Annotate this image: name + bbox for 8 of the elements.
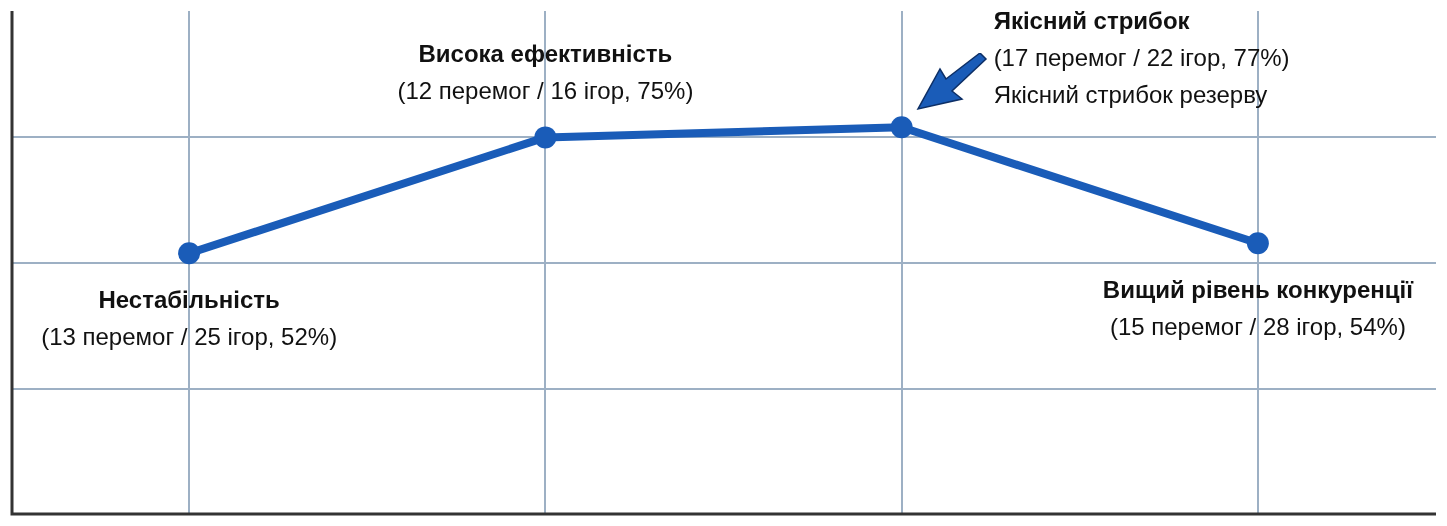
text: Якісний стрибок (17 перемог / 22 ігор, 77%) Якісний стрибок резерву — [993, 7, 1290, 109]
point — [178, 242, 201, 265]
point — [534, 126, 557, 149]
annotation: Вищий рівень конкуренції (15 перемог / 28 ігор, 54%) — [1102, 276, 1415, 341]
point — [1246, 232, 1269, 255]
point — [890, 116, 913, 139]
annotation: Нестабільність (13 перемог / 25 ігор, 52%) — [41, 286, 338, 351]
text: Висока ефективність (12 перемог / 16 ігор, 75%) — [397, 40, 694, 105]
